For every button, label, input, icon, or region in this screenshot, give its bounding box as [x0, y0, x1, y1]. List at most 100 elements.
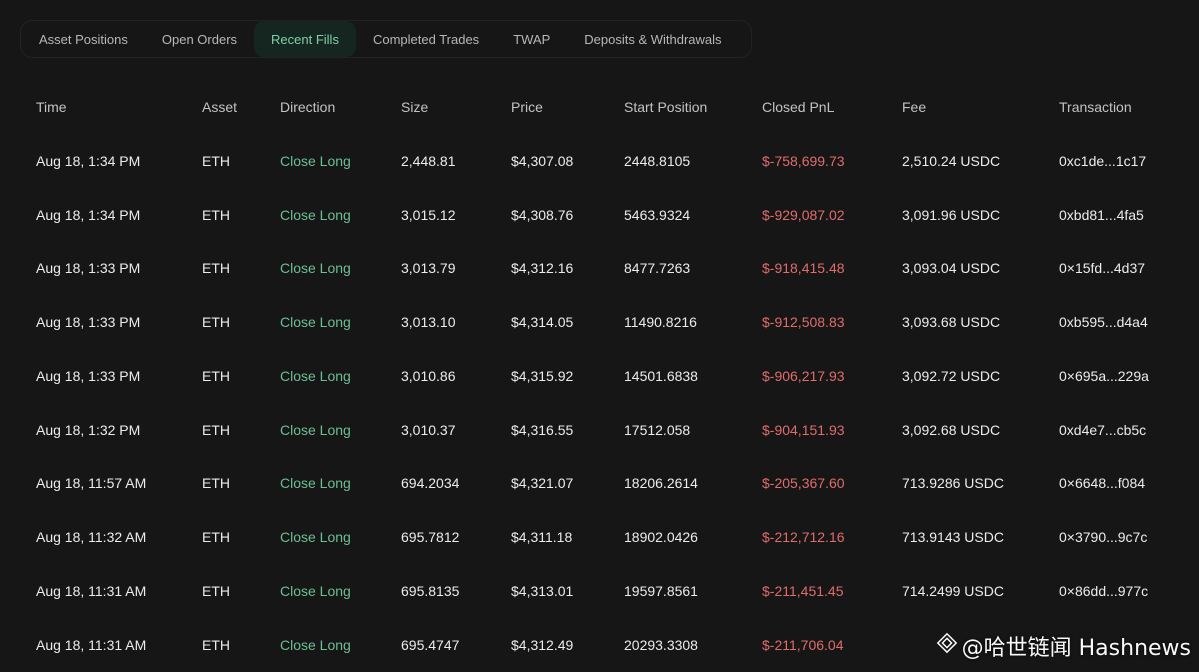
cell-direction: Close Long: [280, 636, 351, 653]
cell-time: Aug 18, 11:32 AM: [36, 529, 147, 546]
cell-time: Aug 18, 1:33 PM: [36, 367, 141, 384]
cell-closed-pnl: $-205,367.60: [762, 475, 845, 492]
cell-direction: Close Long: [280, 421, 351, 438]
cell-size: 3,015.12: [401, 206, 456, 223]
watermark-text: @哈世链闻 Hashnews: [961, 636, 1191, 661]
cell-transaction[interactable]: 0×15fd...4d37: [1059, 260, 1146, 277]
cell-fee: 3,093.04 USDC: [902, 260, 1001, 277]
column-header-price[interactable]: Price: [511, 99, 543, 115]
cell-asset: ETH: [202, 152, 230, 169]
diamond-logo-icon: [936, 632, 958, 660]
cell-fee: 2,510.24 USDC: [902, 152, 1001, 169]
cell-asset: ETH: [202, 421, 230, 438]
cell-direction: Close Long: [280, 206, 351, 223]
tab-asset-positions[interactable]: Asset Positions: [39, 31, 128, 47]
cell-price: $4,314.05: [511, 314, 574, 331]
cell-fee: 713.9143 USDC: [902, 529, 1004, 546]
cell-time: Aug 18, 11:31 AM: [36, 582, 147, 599]
cell-asset: ETH: [202, 475, 230, 492]
cell-time: Aug 18, 1:32 PM: [36, 421, 141, 438]
column-header-fee[interactable]: Fee: [902, 99, 927, 115]
cell-asset: ETH: [202, 636, 230, 653]
tab-recent-fills[interactable]: Recent Fills: [254, 21, 356, 57]
cell-transaction[interactable]: 0×86dd...977c: [1059, 582, 1149, 599]
cell-transaction[interactable]: 0xbd81...4fa5: [1059, 206, 1144, 223]
table-row[interactable]: Aug 18, 1:34 PM ETH Close Long 2,448.81 $4,3…: [0, 134, 1199, 188]
cell-asset: ETH: [202, 260, 230, 277]
cell-direction: Close Long: [280, 367, 351, 384]
cell-fee: 713.9286 USDC: [902, 475, 1004, 492]
cell-start-position: 20293.3308: [624, 636, 698, 653]
cell-price: $4,312.16: [511, 260, 574, 277]
table-row[interactable]: Aug 18, 11:31 AM ETH Close Long 695.4747 $4,…: [0, 618, 1199, 672]
fills-table: Time Asset Direction Size Price Start Po…: [0, 80, 1199, 672]
cell-transaction[interactable]: 0×6648...f084: [1059, 475, 1146, 492]
table-row[interactable]: Aug 18, 1:33 PM ETH Close Long 3,010.86 $4,3…: [0, 349, 1199, 403]
cell-transaction[interactable]: 0×3790...9c7c: [1059, 529, 1148, 546]
table-row[interactable]: Aug 18, 11:57 AM ETH Close Long 694.2034 $4,…: [0, 457, 1199, 511]
table-row[interactable]: Aug 18, 1:33 PM ETH Close Long 3,013.79 $4,3…: [0, 242, 1199, 296]
cell-direction: Close Long: [280, 260, 351, 277]
column-header-time[interactable]: Time: [36, 99, 67, 115]
cell-start-position: 18902.0426: [624, 529, 698, 546]
cell-start-position: 17512.058: [624, 421, 691, 438]
cell-closed-pnl: $-918,415.48: [762, 260, 845, 277]
column-header-transaction[interactable]: Transaction: [1059, 99, 1132, 115]
cell-fee: 714.2499 USDC: [902, 582, 1004, 599]
cell-time: Aug 18, 1:34 PM: [36, 206, 141, 223]
table-row[interactable]: Aug 18, 11:31 AM ETH Close Long 695.8135 $4,…: [0, 564, 1199, 618]
cell-transaction[interactable]: 0xc1de...1c17: [1059, 152, 1147, 169]
table-row[interactable]: Aug 18, 1:33 PM ETH Close Long 3,013.10 $4,3…: [0, 295, 1199, 349]
cell-direction: Close Long: [280, 152, 351, 169]
cell-asset: ETH: [202, 367, 230, 384]
tab-twap[interactable]: TWAP: [513, 31, 551, 47]
cell-size: 694.2034: [401, 475, 460, 492]
cell-transaction[interactable]: 0×695a...229a: [1059, 367, 1149, 384]
cell-time: Aug 18, 11:31 AM: [36, 636, 147, 653]
cell-time: Aug 18, 11:57 AM: [36, 475, 147, 492]
cell-asset: ETH: [202, 582, 230, 599]
cell-closed-pnl: $-758,699.73: [762, 152, 845, 169]
column-header-direction[interactable]: Direction: [280, 99, 336, 115]
cell-asset: ETH: [202, 529, 230, 546]
table-row[interactable]: Aug 18, 1:32 PM ETH Close Long 3,010.37 $4,3…: [0, 403, 1199, 457]
cell-start-position: 11490.8216: [624, 314, 697, 331]
column-header-start-position[interactable]: Start Position: [624, 99, 708, 115]
cell-size: 3,013.10: [401, 314, 456, 331]
cell-price: $4,316.55: [511, 421, 574, 438]
cell-time: Aug 18, 1:33 PM: [36, 260, 141, 277]
cell-fee: 3,092.68 USDC: [902, 421, 1001, 438]
cell-size: 2,448.81: [401, 152, 456, 169]
cell-price: $4,307.08: [511, 152, 574, 169]
table-row[interactable]: Aug 18, 1:34 PM ETH Close Long 3,015.12 $4,3…: [0, 188, 1199, 242]
cell-size: 3,013.79: [401, 260, 456, 277]
cell-price: $4,313.01: [511, 582, 574, 599]
cell-price: $4,321.07: [511, 475, 574, 492]
column-header-closed-pnl[interactable]: Closed PnL: [762, 99, 835, 115]
cell-start-position: 5463.9324: [624, 206, 691, 223]
cell-price: $4,311.18: [511, 529, 573, 546]
cell-closed-pnl: $-912,508.83: [762, 314, 845, 331]
cell-asset: ETH: [202, 206, 230, 223]
cell-size: 3,010.86: [401, 367, 456, 384]
cell-price: $4,308.76: [511, 206, 574, 223]
cell-fee: 3,093.68 USDC: [902, 314, 1001, 331]
cell-price: $4,312.49: [511, 636, 574, 653]
watermark: @哈世链闻 Hashnews: [936, 630, 1191, 662]
column-header-size[interactable]: Size: [401, 99, 429, 115]
tab-completed-trades[interactable]: Completed Trades: [372, 31, 480, 47]
tab-open-orders[interactable]: Open Orders: [161, 31, 238, 47]
cell-start-position: 2448.8105: [624, 152, 691, 169]
cell-transaction[interactable]: 0xd4e7...cb5c: [1059, 421, 1147, 438]
cell-closed-pnl: $-211,451.45: [762, 582, 844, 599]
cell-direction: Close Long: [280, 529, 351, 546]
cell-start-position: 14501.6838: [624, 367, 698, 384]
cell-transaction[interactable]: 0xb595...d4a4: [1059, 314, 1148, 331]
cell-time: Aug 18, 1:34 PM: [36, 152, 141, 169]
tab-deposits-withdrawals[interactable]: Deposits & Withdrawals: [584, 31, 722, 47]
cell-size: 695.7812: [401, 529, 460, 546]
cell-price: $4,315.92: [511, 367, 574, 384]
column-header-asset[interactable]: Asset: [202, 99, 238, 115]
cell-start-position: 18206.2614: [624, 475, 698, 492]
table-row[interactable]: Aug 18, 11:32 AM ETH Close Long 695.7812 $4,…: [0, 510, 1199, 564]
